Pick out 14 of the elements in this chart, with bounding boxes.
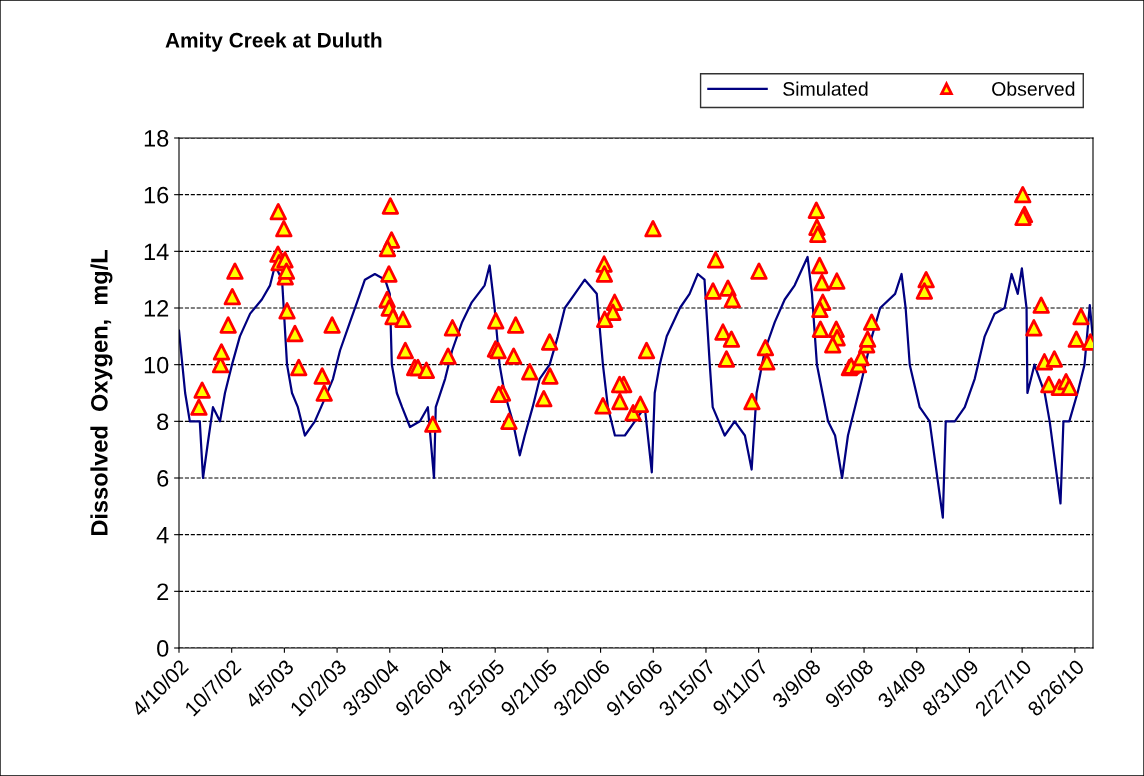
y-tick-label: 10 xyxy=(144,356,169,374)
y-tick-label: 8 xyxy=(157,413,169,431)
y-tick-label: 6 xyxy=(157,470,169,487)
chart-title: Amity Creek at Duluth xyxy=(165,32,382,52)
y-tick-label: 16 xyxy=(144,186,169,204)
y-tick-label: 18 xyxy=(144,130,169,147)
y-tick-label: 0 xyxy=(157,640,169,657)
y-tick-label: 2 xyxy=(157,583,169,600)
y-tick-label: 14 xyxy=(144,243,169,260)
y-axis-title: Dissolved Oxygen, mg/L xyxy=(90,250,113,536)
legend-label: Simulated xyxy=(783,81,868,96)
legend-label: Observed xyxy=(992,81,1075,96)
y-tick-label: 4 xyxy=(156,526,169,544)
y-tick-label: 12 xyxy=(144,300,169,317)
